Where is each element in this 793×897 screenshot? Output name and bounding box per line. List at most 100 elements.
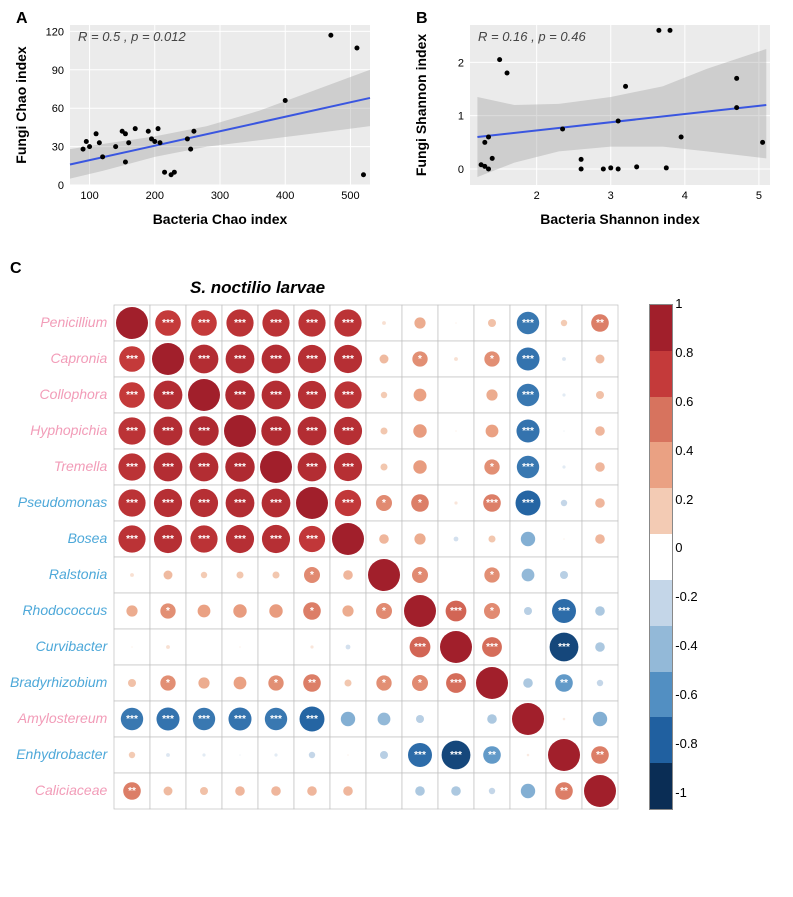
svg-text:3: 3 (608, 190, 614, 202)
svg-text:***: *** (270, 390, 282, 401)
svg-text:500: 500 (341, 190, 359, 202)
row-label: Enhydrobacter (10, 736, 107, 772)
svg-text:***: *** (126, 714, 138, 725)
svg-text:***: *** (126, 390, 138, 401)
svg-text:***: *** (306, 462, 318, 473)
svg-text:***: *** (522, 462, 534, 473)
svg-text:*: * (310, 606, 314, 617)
heatmap-svg: ****************************************… (113, 304, 619, 810)
svg-text:*: * (274, 678, 278, 689)
svg-text:1: 1 (458, 111, 464, 123)
svg-text:***: *** (198, 534, 210, 545)
svg-text:***: *** (306, 714, 318, 725)
svg-text:4: 4 (682, 190, 688, 202)
svg-text:Bacteria Chao index: Bacteria Chao index (153, 211, 288, 227)
svg-text:**: ** (560, 786, 568, 797)
row-label: Capronia (10, 340, 107, 376)
svg-text:***: *** (234, 498, 246, 509)
svg-text:***: *** (126, 534, 138, 545)
svg-text:***: *** (198, 498, 210, 509)
svg-text:**: ** (488, 750, 496, 761)
svg-text:**: ** (596, 318, 604, 329)
panel-B-letter: B (416, 10, 428, 28)
svg-text:***: *** (414, 642, 426, 653)
svg-text:***: *** (270, 318, 282, 329)
svg-text:***: *** (234, 714, 246, 725)
svg-text:2: 2 (534, 190, 540, 202)
svg-text:90: 90 (52, 65, 64, 77)
svg-text:***: *** (342, 318, 354, 329)
svg-text:***: *** (450, 678, 462, 689)
svg-text:***: *** (270, 714, 282, 725)
scatter-B-svg: 2345012Bacteria Shannon indexFungi Shann… (410, 10, 780, 230)
svg-text:**: ** (596, 750, 604, 761)
svg-text:***: *** (306, 354, 318, 365)
svg-text:300: 300 (211, 190, 229, 202)
svg-text:*: * (382, 498, 386, 509)
svg-text:*: * (490, 354, 494, 365)
svg-text:***: *** (234, 354, 246, 365)
svg-text:***: *** (522, 318, 534, 329)
svg-text:*: * (418, 354, 422, 365)
svg-text:***: *** (126, 354, 138, 365)
svg-text:***: *** (270, 534, 282, 545)
scatter-panel-B: B 2345012Bacteria Shannon indexFungi Sha… (410, 10, 780, 230)
svg-text:*: * (166, 678, 170, 689)
svg-text:***: *** (162, 714, 174, 725)
svg-text:***: *** (198, 426, 210, 437)
svg-text:**: ** (308, 678, 316, 689)
svg-text:***: *** (198, 714, 210, 725)
svg-text:***: *** (486, 642, 498, 653)
svg-text:***: *** (414, 750, 426, 761)
svg-text:***: *** (270, 354, 282, 365)
row-label: Rhodococcus (10, 592, 107, 628)
svg-text:***: *** (234, 390, 246, 401)
svg-text:***: *** (342, 354, 354, 365)
row-label: Hyphopichia (10, 412, 107, 448)
svg-text:***: *** (270, 426, 282, 437)
svg-text:***: *** (558, 606, 570, 617)
svg-text:Fungi Chao index: Fungi Chao index (13, 46, 29, 164)
svg-text:***: *** (126, 462, 138, 473)
svg-text:Fungi Shannon index: Fungi Shannon index (413, 34, 429, 177)
svg-text:***: *** (198, 318, 210, 329)
svg-text:***: *** (162, 498, 174, 509)
svg-text:***: *** (522, 354, 534, 365)
svg-text:***: *** (342, 462, 354, 473)
row-label: Collophora (10, 376, 107, 412)
svg-text:***: *** (522, 390, 534, 401)
svg-text:***: *** (162, 318, 174, 329)
svg-text:***: *** (450, 750, 462, 761)
svg-text:**: ** (560, 678, 568, 689)
svg-text:***: *** (522, 498, 534, 509)
svg-text:R = 0.16 , p = 0.46: R = 0.16 , p = 0.46 (478, 29, 586, 44)
svg-text:***: *** (126, 498, 138, 509)
svg-text:R = 0.5 , p = 0.012: R = 0.5 , p = 0.012 (78, 29, 186, 44)
scatter-A-svg: 1002003004005000306090120Bacteria Chao i… (10, 10, 380, 230)
svg-text:200: 200 (146, 190, 164, 202)
row-label: Amylostereum (10, 700, 107, 736)
svg-text:***: *** (270, 498, 282, 509)
heatmap-panel-C: C S. noctilio larvae PenicilliumCapronia… (10, 260, 783, 810)
svg-text:*: * (490, 462, 494, 473)
row-label: Bradyrhizobium (10, 664, 107, 700)
svg-text:0: 0 (58, 180, 64, 192)
svg-text:*: * (418, 570, 422, 581)
svg-text:***: *** (486, 498, 498, 509)
svg-text:*: * (418, 678, 422, 689)
panel-A-letter: A (16, 10, 28, 28)
svg-text:***: *** (162, 462, 174, 473)
svg-text:*: * (382, 678, 386, 689)
scatter-panel-A: A 1002003004005000306090120Bacteria Chao… (10, 10, 380, 230)
svg-text:60: 60 (52, 103, 64, 115)
svg-text:***: *** (558, 642, 570, 653)
svg-text:**: ** (128, 786, 136, 797)
svg-text:***: *** (162, 426, 174, 437)
row-label: Penicillium (10, 304, 107, 340)
svg-text:400: 400 (276, 190, 294, 202)
svg-text:***: *** (522, 426, 534, 437)
svg-text:*: * (166, 606, 170, 617)
row-label: Ralstonia (10, 556, 107, 592)
svg-text:*: * (382, 606, 386, 617)
svg-text:*: * (490, 606, 494, 617)
